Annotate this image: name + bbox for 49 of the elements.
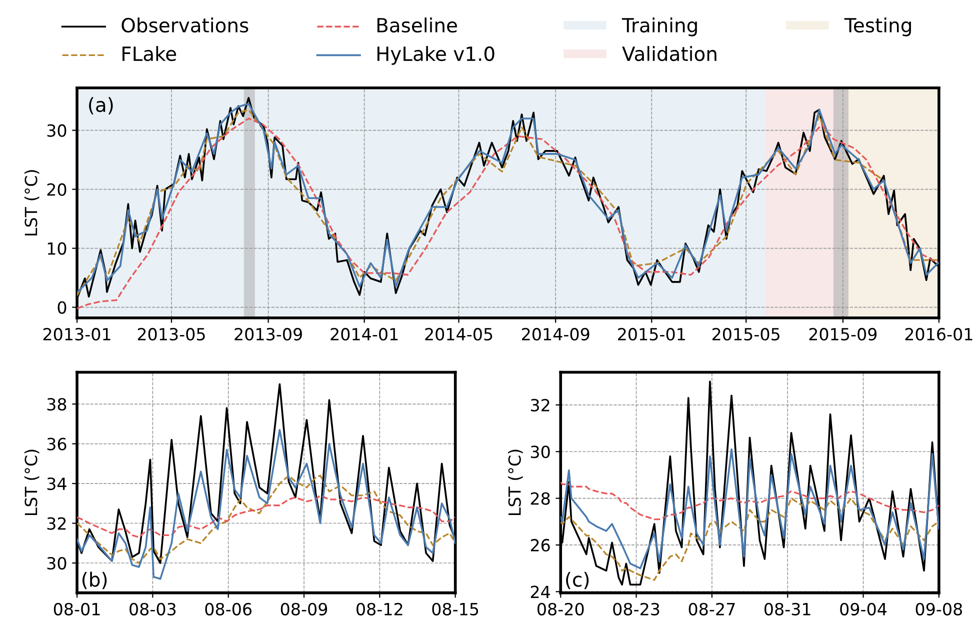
- y-tick-label: 26: [530, 538, 550, 552]
- x-tick-label: 2013-01: [43, 328, 110, 341]
- y-axis-title: LST (°C): [24, 450, 40, 516]
- y-tick-label: 30: [47, 124, 66, 137]
- legend-label: FLake: [122, 46, 176, 62]
- x-tick-label: 08-01: [54, 602, 100, 616]
- legend-label: Baseline: [377, 18, 457, 33]
- x-tick-label: 09-08: [916, 602, 962, 616]
- y-tick-label: 0: [58, 301, 66, 314]
- y-axis-title: LST (°C): [508, 450, 523, 516]
- legend-label: Testing: [844, 18, 911, 36]
- x-tick-label: 08-31: [764, 602, 810, 616]
- legend-label: Training: [622, 18, 697, 36]
- x-tick-label: 2014-05: [425, 328, 492, 341]
- x-tick-label: 08-12: [356, 602, 402, 616]
- legend-label: Validation: [622, 46, 716, 62]
- y-tick-label: 32: [47, 517, 66, 530]
- x-tick-label: 08-09: [280, 602, 328, 616]
- x-tick-label: 09-04: [840, 602, 887, 616]
- x-tick-label: 2013-05: [138, 328, 205, 341]
- x-tick-label: 2015-05: [712, 328, 780, 341]
- y-tick-label: 10: [48, 242, 66, 255]
- x-tick-label: 2014-09: [522, 328, 590, 341]
- y-tick-label: 30: [530, 446, 550, 458]
- legend-label: HyLake v1.0: [377, 46, 494, 65]
- x-tick-label: 08-03: [130, 602, 176, 616]
- x-tick-label: 08-15: [432, 602, 478, 616]
- y-tick-label: 36: [47, 438, 66, 450]
- x-tick-label: 2015-09: [809, 328, 877, 341]
- y-tick-label: 28: [530, 492, 550, 505]
- annotation: (b): [82, 572, 107, 590]
- y-tick-label: 32: [530, 398, 550, 412]
- x-tick-label: 2013-09: [234, 328, 302, 341]
- x-tick-label: 08-27: [688, 602, 735, 616]
- y-axis-title: LST (°C): [24, 170, 40, 236]
- y-tick-label: 38: [47, 398, 66, 411]
- x-tick-label: 2015-01: [618, 328, 685, 341]
- annotation: (a): [89, 97, 113, 114]
- y-tick-label: 20: [47, 183, 66, 196]
- x-tick-label: 08-06: [205, 602, 252, 616]
- x-tick-label: 08-23: [613, 602, 660, 616]
- y-tick-label: 30: [47, 556, 66, 570]
- x-tick-label: 2016-01: [905, 328, 972, 341]
- legend-label: Observations: [122, 18, 248, 33]
- y-tick-label: 34: [47, 477, 66, 490]
- x-tick-label: 08-20: [538, 602, 584, 616]
- x-tick-label: 2014-01: [330, 328, 398, 341]
- y-tick-label: 24: [530, 586, 550, 598]
- annotation: (c): [566, 572, 589, 590]
